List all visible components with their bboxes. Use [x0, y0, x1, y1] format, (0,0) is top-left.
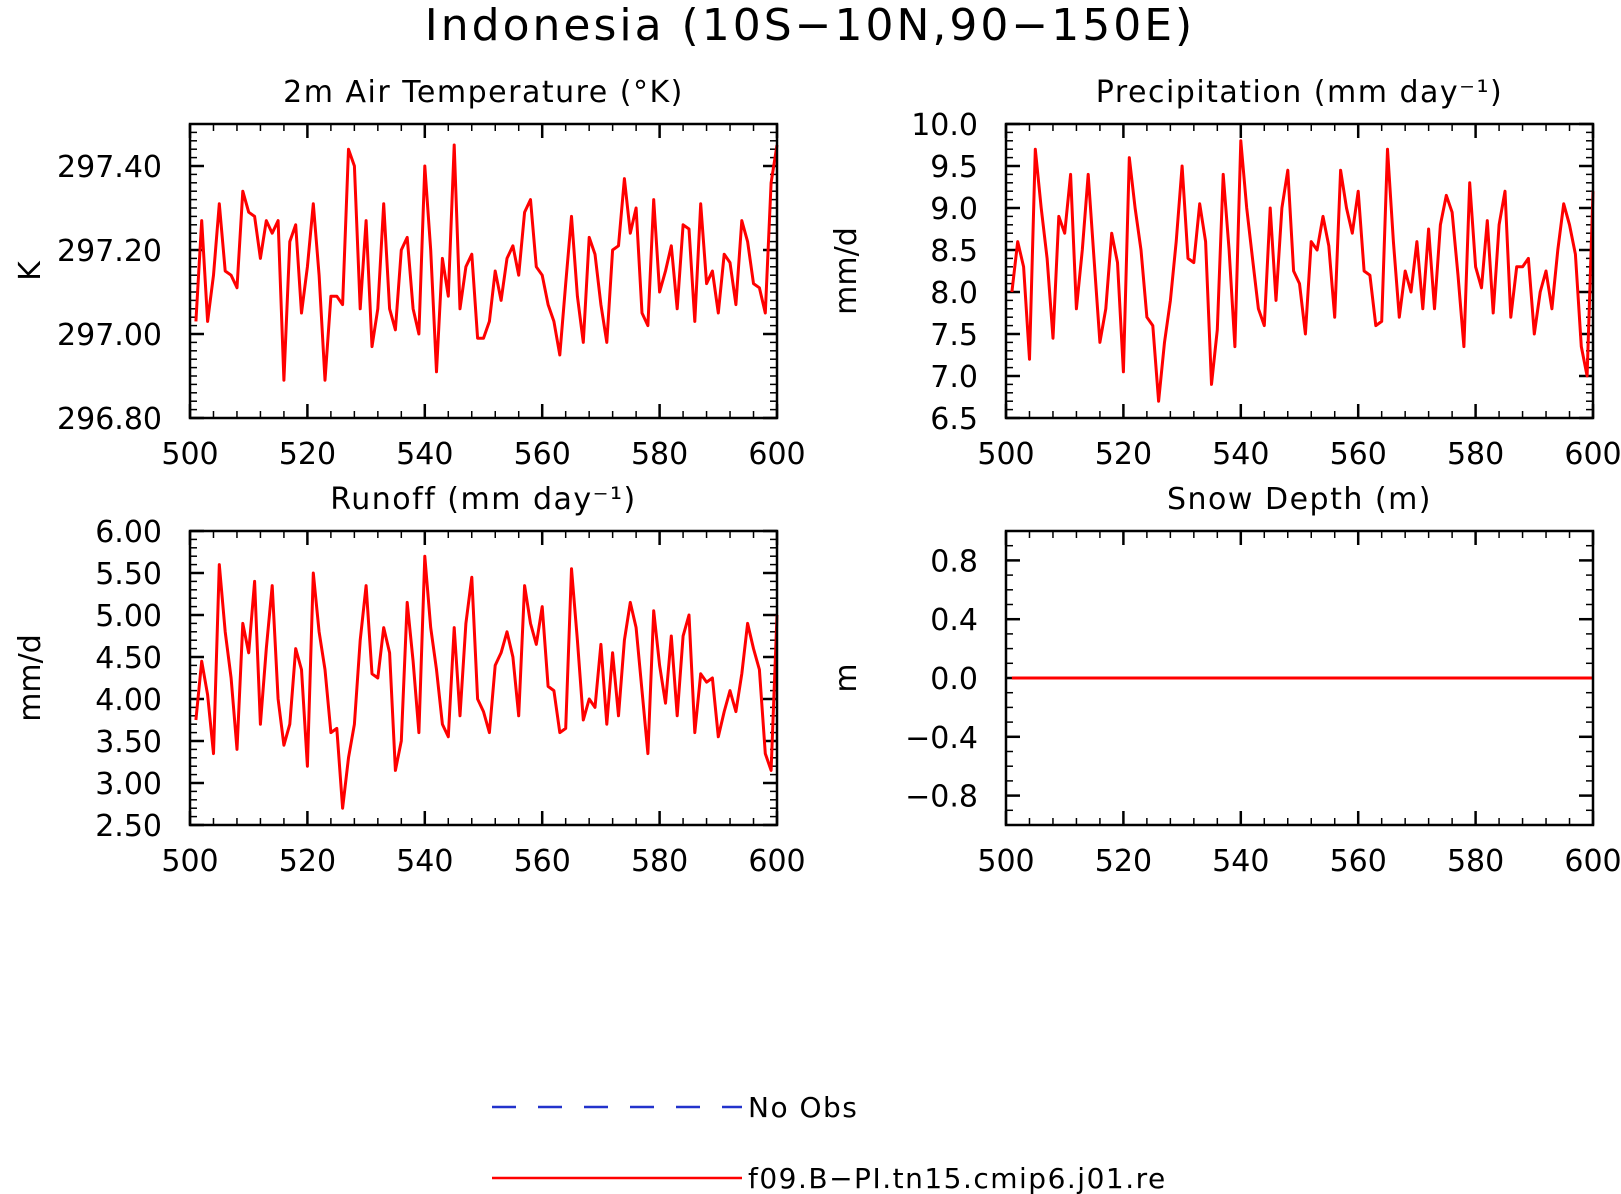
precipitation-xtick-label: 540 — [1212, 437, 1269, 472]
air-temperature-ytick-label: 297.00 — [57, 318, 162, 353]
precipitation-xtick-label: 580 — [1447, 437, 1504, 472]
runoff-plot-frame — [188, 529, 779, 827]
runoff-xtick-label: 600 — [748, 844, 805, 879]
snow-depth-ytick-label: 0.8 — [930, 544, 978, 579]
panel-runoff: Runoff (mm day⁻¹) mm/d 2.50 3.00 3.50 4.00 4.5… — [13, 482, 806, 879]
snow-depth-ylabel: m — [829, 663, 864, 692]
legend-label-no-obs: No Obs — [748, 1091, 858, 1124]
precipitation-title: Precipitation (mm day⁻¹) — [1096, 75, 1503, 110]
precipitation-xtick-label: 600 — [1564, 437, 1621, 472]
precipitation-ytick-label: 7.0 — [930, 360, 978, 395]
runoff-xtick-label: 500 — [161, 844, 218, 879]
snow-depth-xtick-label: 540 — [1212, 844, 1269, 879]
snow-depth-xtick-label: 500 — [977, 844, 1034, 879]
air-temperature-plot-frame — [188, 122, 779, 420]
legend-label-model: f09.B−PI.tn15.cmip6.j01.re — [748, 1162, 1167, 1194]
runoff-ytick-label: 3.50 — [95, 725, 162, 760]
runoff-ytick-label: 6.00 — [95, 515, 162, 550]
air-temperature-ytick-label: 297.40 — [57, 150, 162, 185]
runoff-xtick-label: 580 — [631, 844, 688, 879]
precipitation-ytick-label: 9.5 — [930, 150, 978, 185]
air-temperature-xtick-label: 500 — [161, 437, 218, 472]
precipitation-plot-frame — [1004, 122, 1595, 420]
snow-depth-ytick-label: 0.4 — [930, 603, 978, 638]
panel-air-temperature: 2m Air Temperature (°K) K 296.80 297.00 297.… — [13, 75, 806, 472]
snow-depth-xtick-label: 520 — [1095, 844, 1152, 879]
figure-title: Indonesia (10S−10N,90−150E) — [425, 0, 1195, 51]
snow-depth-plot-frame — [1004, 529, 1595, 827]
air-temperature-xtick-label: 540 — [396, 437, 453, 472]
runoff-ylabel: mm/d — [13, 634, 48, 722]
air-temperature-xtick-label: 560 — [514, 437, 571, 472]
snow-depth-ytick-label: −0.4 — [905, 721, 978, 756]
air-temperature-xtick-label: 580 — [631, 437, 688, 472]
runoff-series-line — [194, 554, 779, 810]
precipitation-ytick-label: 7.5 — [930, 318, 978, 353]
precipitation-ytick-label: 6.5 — [930, 402, 978, 437]
snow-depth-xtick-label: 560 — [1330, 844, 1387, 879]
precipitation-ylabel: mm/d — [829, 227, 864, 315]
precipitation-series-line — [1010, 139, 1595, 403]
runoff-ytick-label: 5.00 — [95, 599, 162, 634]
runoff-ytick-label: 3.00 — [95, 767, 162, 802]
precipitation-xtick-label: 500 — [977, 437, 1034, 472]
runoff-ytick-label: 4.50 — [95, 641, 162, 676]
runoff-ytick-label: 4.00 — [95, 683, 162, 718]
snow-depth-ytick-label: −0.8 — [905, 780, 978, 815]
precipitation-ytick-label: 8.0 — [930, 276, 978, 311]
runoff-title: Runoff (mm day⁻¹) — [330, 482, 636, 517]
legend: No Obs f09.B−PI.tn15.cmip6.j01.re — [492, 1091, 1167, 1194]
air-temperature-title: 2m Air Temperature (°K) — [283, 75, 684, 110]
runoff-ytick-label: 5.50 — [95, 557, 162, 592]
panel-precipitation: Precipitation (mm day⁻¹) mm/d 6.5 7.0 7.5 8.0… — [829, 75, 1621, 472]
air-temperature-ylabel: K — [13, 260, 48, 281]
snow-depth-xtick-label: 600 — [1564, 844, 1621, 879]
snow-depth-title: Snow Depth (m) — [1167, 482, 1432, 517]
air-temperature-xtick-label: 520 — [279, 437, 336, 472]
precipitation-ytick-label: 10.0 — [911, 108, 978, 143]
air-temperature-series-line — [194, 143, 779, 382]
snow-depth-ytick-label: 0.0 — [930, 662, 978, 697]
air-temperature-ytick-label: 297.20 — [57, 234, 162, 269]
precipitation-ytick-label: 9.0 — [930, 192, 978, 227]
runoff-xtick-label: 560 — [514, 844, 571, 879]
precipitation-xtick-label: 560 — [1330, 437, 1387, 472]
air-temperature-xtick-label: 600 — [748, 437, 805, 472]
precipitation-xtick-label: 520 — [1095, 437, 1152, 472]
runoff-xtick-label: 540 — [396, 844, 453, 879]
precipitation-ytick-label: 8.5 — [930, 234, 978, 269]
snow-depth-xtick-label: 580 — [1447, 844, 1504, 879]
air-temperature-ytick-label: 296.80 — [57, 402, 162, 437]
runoff-xtick-label: 520 — [279, 844, 336, 879]
runoff-ytick-label: 2.50 — [95, 809, 162, 844]
panel-snow-depth: Snow Depth (m) m −0.8 −0.4 0.0 0.4 0.8 500 520 54… — [829, 482, 1621, 879]
